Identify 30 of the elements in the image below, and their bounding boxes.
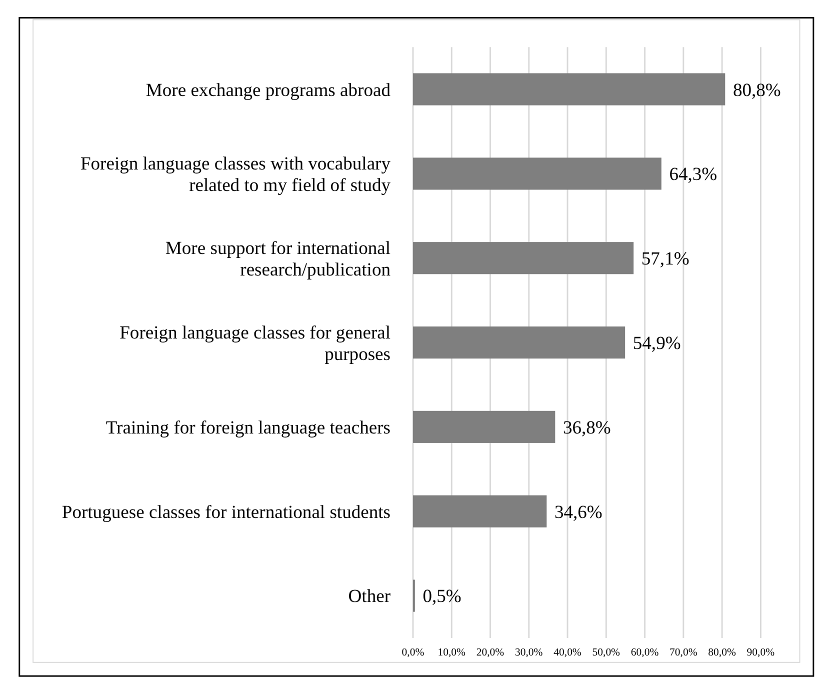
data-label: 54,9%: [632, 333, 681, 354]
bar: [412, 158, 662, 190]
x-tick-label: 40,0%: [554, 646, 582, 659]
bar: [412, 495, 547, 528]
data-label: 80,8%: [732, 80, 781, 101]
y-tick-label: Portuguese classes for international students: [62, 502, 391, 523]
bar: [412, 410, 556, 443]
y-tick-label: Foreign language classes with vocabulary related to my field of study: [80, 153, 392, 196]
x-tick-label: 0,0%: [402, 646, 424, 659]
y-tick-label: Other: [348, 586, 392, 608]
x-tick-label: 90,0%: [746, 646, 775, 659]
x-tick-label: 70,0%: [670, 646, 698, 659]
bar: [412, 73, 726, 106]
y-tick-label: More exchange programs abroad: [146, 80, 392, 101]
y-tick-label: Foreign language classes for general purposes: [120, 322, 391, 365]
data-label: 34,6%: [554, 502, 602, 523]
x-tick-label: 30,0%: [515, 646, 543, 659]
data-label: 0,5%: [422, 586, 462, 608]
bar: [412, 242, 634, 274]
x-tick-label: 60,0%: [630, 646, 659, 659]
bar: [412, 326, 626, 359]
data-label: 36,8%: [562, 417, 611, 438]
y-tick-label: Training for foreign language teachers: [106, 417, 391, 438]
data-label: 57,1%: [641, 248, 690, 270]
x-tick-label: 80,0%: [708, 646, 736, 659]
x-tick-label: 10,0%: [438, 646, 466, 659]
y-tick-label: More support for international research/publication: [165, 238, 391, 280]
data-label: 64,3%: [669, 164, 718, 186]
x-tick-label: 50,0%: [592, 646, 620, 659]
x-tick-label: 20,0%: [476, 646, 504, 659]
